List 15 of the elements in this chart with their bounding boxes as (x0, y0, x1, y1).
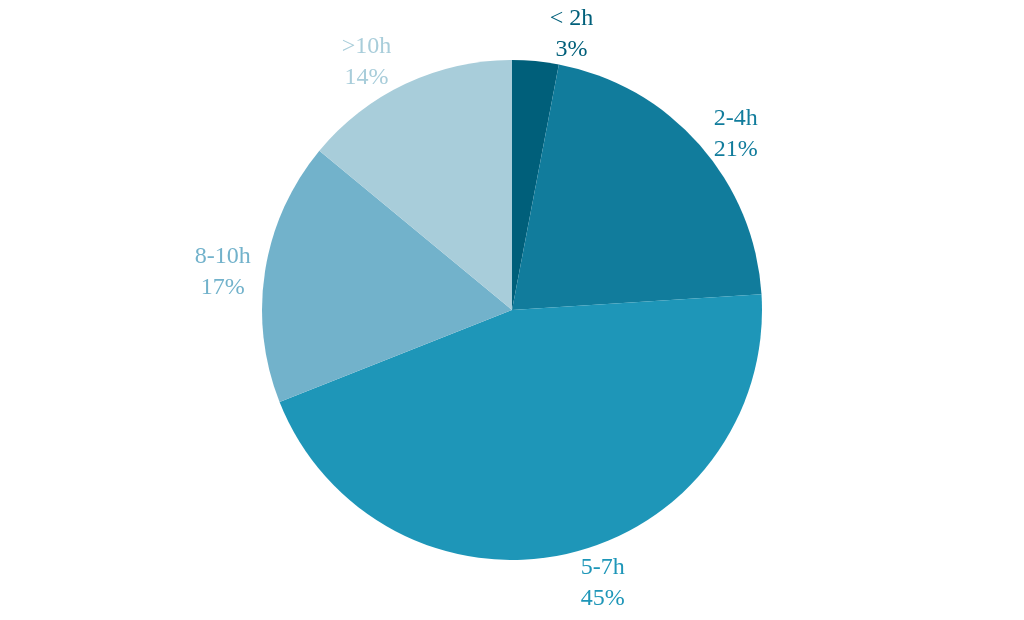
slice-label: 5-7h (580, 552, 625, 579)
pie-slice (512, 60, 559, 310)
pie-slice (319, 60, 512, 310)
data-label: 17% (200, 272, 245, 299)
slice-label: 8-10h (194, 241, 251, 268)
slice-label: < 2h (549, 4, 594, 31)
data-label: 14% (344, 62, 389, 89)
data-label: 3% (555, 35, 588, 62)
slice-label: >10h (341, 31, 392, 58)
data-label: 21% (713, 134, 758, 161)
slice-label: 2-4h (713, 103, 758, 130)
pie-slice (279, 294, 762, 560)
pie-slice (262, 150, 512, 403)
pie-slice (512, 64, 762, 310)
data-label: 45% (580, 583, 625, 610)
